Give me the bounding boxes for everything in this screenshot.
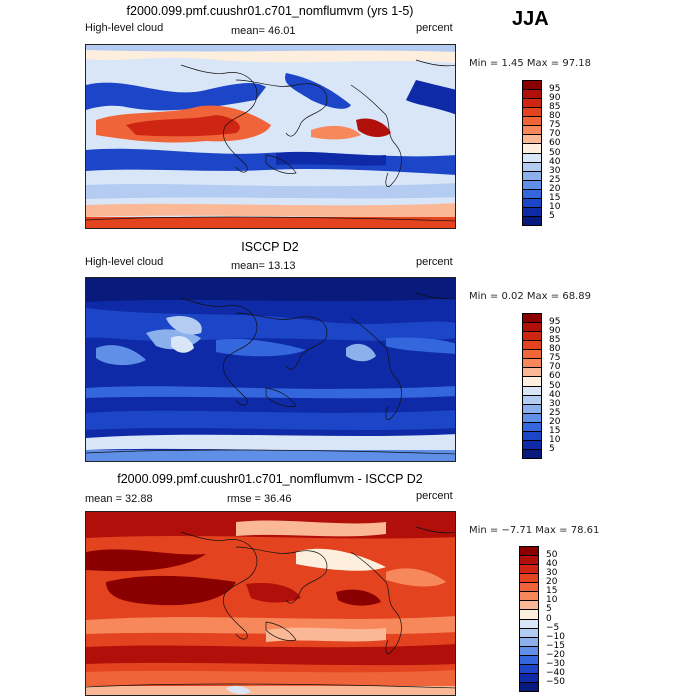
- colorbar-tick-label: −40: [546, 667, 565, 678]
- colorbar-tick-label: 40: [549, 389, 561, 400]
- panel-3-map-svg: [86, 512, 455, 695]
- panel-3-title: f2000.099.pmf.cuushr01.c701_nomflumvm - …: [117, 472, 423, 486]
- colorbar-tick-label: 95: [549, 84, 561, 95]
- colorbar-swatch: [522, 215, 542, 226]
- colorbar-tick-label: 15: [549, 192, 561, 203]
- panel-1-title: f2000.099.pmf.cuushr01.c701_nomflumvm (y…: [126, 4, 414, 18]
- panel-3-map: [85, 511, 456, 696]
- colorbar-tick-label: −10: [546, 631, 565, 642]
- colorbar-tick-label: 30: [549, 398, 561, 409]
- panel-1-variable-label: High-level cloud: [85, 22, 164, 34]
- colorbar-tick-label: 70: [549, 129, 561, 140]
- colorbar-tick-label: 90: [549, 93, 561, 104]
- panel-2-title: ISCCP D2: [241, 240, 299, 254]
- colorbar-tick-label: 95: [549, 317, 561, 328]
- panel-2-mean: mean= 13.13: [231, 260, 296, 272]
- panel-3-rmse: rmse = 36.46: [227, 493, 292, 505]
- colorbar-tick-label: 80: [549, 111, 561, 122]
- colorbar-tick-label: 15: [549, 425, 561, 436]
- colorbar-tick-label: 85: [549, 102, 561, 113]
- panel-3-minmax: Min = −7.71 Max = 78.61: [469, 525, 600, 536]
- colorbar-tick-label: 5: [546, 604, 552, 615]
- colorbar-tick-label: 25: [549, 174, 561, 185]
- colorbar-tick-label: −50: [546, 676, 565, 687]
- colorbar-tick-label: 15: [546, 586, 558, 597]
- colorbar-tick-label: 90: [549, 326, 561, 337]
- colorbar-tick-label: 20: [546, 577, 558, 588]
- colorbar-tick-label: 5: [549, 443, 555, 454]
- colorbar-tick-label: 0: [546, 613, 552, 624]
- season-label: JJA: [512, 8, 549, 30]
- colorbar-tick-label: −5: [546, 622, 560, 633]
- panel-3-units: percent: [416, 490, 453, 502]
- colorbar-tick-label: 80: [549, 344, 561, 355]
- panel-3-mean: mean = 32.88: [85, 493, 153, 505]
- colorbar-tick-label: 40: [549, 156, 561, 167]
- colorbar-tick-label: 75: [549, 353, 561, 364]
- colorbar-swatch: [519, 681, 539, 692]
- panel-2-map-svg: [86, 278, 455, 461]
- colorbar-tick-label: −20: [546, 649, 565, 660]
- panel-3-colorbar: 50 40 30 20 15 10 5 0 −5 −10 −15 −20 −30 −40 −50: [519, 546, 579, 692]
- colorbar-tick-label: 20: [549, 416, 561, 427]
- colorbar-tick-label: 50: [549, 147, 561, 158]
- colorbar-tick-label: 30: [549, 165, 561, 176]
- colorbar-tick-label: 20: [549, 183, 561, 194]
- panel-1-colorbar: 95 90 85 80 75 70 60 50 40 30 25 20 15 10 5: [522, 80, 582, 226]
- colorbar-tick-label: 10: [549, 434, 561, 445]
- colorbar-tick-label: 25: [549, 407, 561, 418]
- panel-2-minmax: Min = 0.02 Max = 68.89: [469, 291, 591, 302]
- colorbar-swatch: [522, 448, 542, 459]
- panel-2-map: [85, 277, 456, 462]
- panel-1-minmax: Min = 1.45 Max = 97.18: [469, 58, 591, 69]
- panel-2-units: percent: [416, 256, 453, 268]
- colorbar-tick-label: 5: [549, 210, 555, 221]
- colorbar-tick-label: 70: [549, 362, 561, 373]
- panel-1-mean: mean= 46.01: [231, 25, 296, 37]
- colorbar-tick-label: −15: [546, 640, 565, 651]
- panel-1-units: percent: [416, 22, 453, 34]
- colorbar-tick-label: 40: [546, 559, 558, 570]
- panel-1-map: [85, 44, 456, 229]
- colorbar-tick-label: 50: [546, 550, 558, 561]
- colorbar-tick-label: 30: [546, 568, 558, 579]
- panel-2-colorbar: 95 90 85 80 75 70 60 50 40 30 25 20 15 10 5: [522, 313, 582, 459]
- panel-1-map-svg: [86, 45, 455, 228]
- colorbar-tick-label: −30: [546, 658, 565, 669]
- panel-2-variable-label: High-level cloud: [85, 256, 164, 268]
- colorbar-tick-label: 85: [549, 335, 561, 346]
- colorbar-tick-label: 10: [549, 201, 561, 212]
- colorbar-tick-label: 60: [549, 371, 561, 382]
- colorbar-tick-label: 75: [549, 120, 561, 131]
- colorbar-tick-label: 60: [549, 138, 561, 149]
- colorbar-tick-label: 10: [546, 595, 558, 606]
- colorbar-tick-label: 50: [549, 380, 561, 391]
